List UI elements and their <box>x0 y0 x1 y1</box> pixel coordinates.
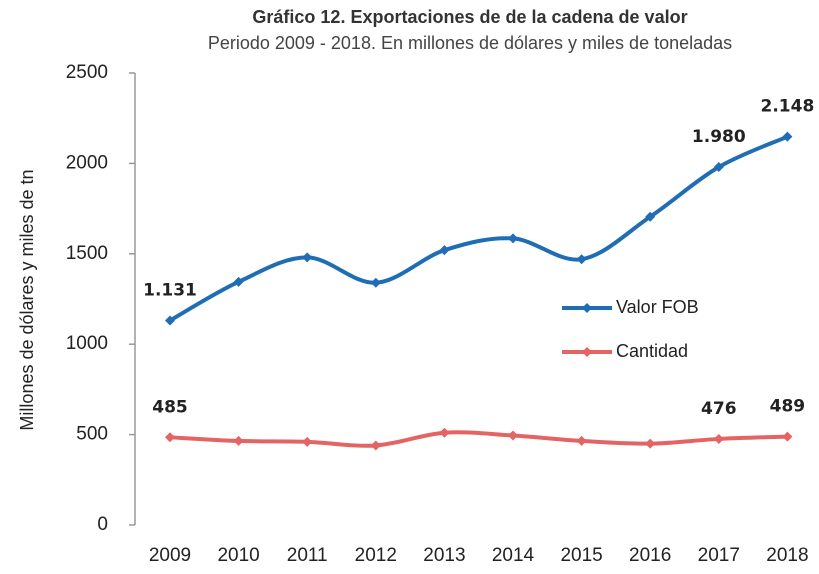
data-label: 489 <box>770 397 806 417</box>
point <box>713 433 724 444</box>
point <box>713 162 724 173</box>
y-tick-label: 1000 <box>66 333 108 354</box>
x-tick-label: 2017 <box>698 545 740 566</box>
legend-label: Cantidad <box>616 341 688 361</box>
point <box>439 245 450 256</box>
point <box>165 315 175 326</box>
line <box>169 430 788 448</box>
point <box>439 427 450 438</box>
y-tick-label: 0 <box>97 514 108 535</box>
x-tick-label: 2009 <box>149 545 191 566</box>
point <box>370 440 381 451</box>
point <box>645 438 656 449</box>
point <box>782 431 793 442</box>
chart-title: Gráfico 12. Exportaciones de de la caden… <box>252 7 687 27</box>
data-label: 1.131 <box>143 281 197 301</box>
legend-marker <box>582 303 592 313</box>
y-tick-label: 1500 <box>66 243 108 264</box>
point <box>576 254 587 265</box>
point <box>782 131 793 142</box>
data-label: 485 <box>152 397 188 417</box>
chart-subtitle: Periodo 2009 - 2018. En millones de dóla… <box>208 33 732 53</box>
data-label: 2.148 <box>761 97 815 117</box>
point <box>233 276 244 287</box>
x-tick-label: 2010 <box>217 545 259 566</box>
point <box>233 435 244 446</box>
legend-label: Valor FOB <box>616 297 699 317</box>
y-tick-label: 2000 <box>66 152 108 173</box>
x-tick-label: 2016 <box>629 545 671 566</box>
x-tick-label: 2013 <box>423 545 465 566</box>
data-label: 476 <box>701 399 737 419</box>
point <box>302 436 313 447</box>
point <box>508 430 518 441</box>
point <box>576 435 587 446</box>
legend-marker <box>582 347 592 357</box>
x-tick-label: 2014 <box>492 545 535 566</box>
x-tick-label: 2015 <box>560 545 602 566</box>
y-tick-label: 2500 <box>66 62 108 83</box>
data-label: 1.980 <box>692 127 746 147</box>
x-tick-label: 2011 <box>287 545 328 566</box>
point <box>645 211 656 222</box>
line <box>169 134 789 323</box>
point <box>302 252 313 263</box>
y-axis-title: Millones de dólares y miles de tn <box>17 169 37 430</box>
point <box>370 277 381 288</box>
point <box>165 432 175 443</box>
x-tick-label: 2018 <box>766 545 808 566</box>
y-tick-label: 500 <box>76 424 108 445</box>
point <box>508 233 518 244</box>
x-tick-label: 2012 <box>355 545 397 566</box>
